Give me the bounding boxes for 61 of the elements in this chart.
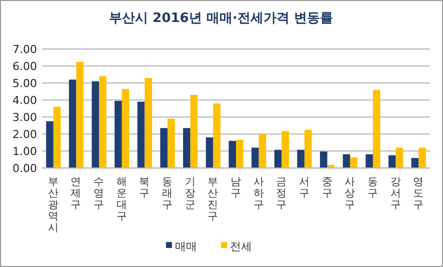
bar [76, 62, 84, 168]
bar [320, 152, 328, 168]
bar [228, 140, 236, 168]
x-tick-label: 사상구 [344, 176, 356, 211]
bar [418, 148, 426, 168]
legend-label: 매매 [175, 240, 197, 253]
x-tick-label: 사하구 [253, 176, 264, 211]
bar [144, 78, 152, 168]
x-tick-label: 강서구 [390, 176, 402, 211]
bar [213, 103, 220, 168]
x-tick-label: 영도구 [413, 176, 424, 211]
bar [114, 100, 122, 168]
bar [92, 81, 100, 168]
x-tick-label: 기장군 [184, 176, 196, 211]
bar [46, 121, 54, 168]
x-tick-label: 수영구 [94, 176, 105, 211]
bar [252, 148, 259, 168]
bar [137, 102, 145, 168]
bar [99, 76, 106, 168]
x-tick-label: 동구 [367, 176, 378, 200]
x-tick-label: 부산광역시 [48, 176, 59, 234]
y-tick-label: 0.00 [12, 162, 37, 175]
bar [411, 158, 419, 168]
x-tick-label: 북구 [139, 176, 150, 200]
bar [366, 154, 373, 168]
bar [282, 131, 289, 168]
bar [388, 155, 396, 168]
bar [183, 128, 190, 168]
y-tick-label: 3.00 [12, 111, 37, 124]
bar [168, 118, 175, 168]
bar [236, 140, 244, 168]
bar [258, 134, 266, 168]
x-tick-label: 연제구 [70, 176, 82, 211]
chart-title: 부산시 2016년 매매·전세가격 변동률 [109, 11, 333, 26]
bar [304, 130, 312, 168]
bar [297, 150, 304, 168]
y-tick-label: 4.00 [12, 94, 37, 107]
y-tick-label: 6.00 [12, 60, 37, 73]
bar [350, 157, 358, 168]
x-tick-label: 중구 [322, 176, 333, 200]
x-tick-label: 동래구 [162, 176, 174, 211]
y-tick-label: 5.00 [12, 77, 37, 90]
y-tick-label: 2.00 [12, 128, 37, 141]
x-tick-label: 남구 [230, 176, 242, 200]
bar [206, 137, 214, 168]
x-tick-label: 서구 [298, 176, 310, 200]
y-tick-label: 7.00 [12, 43, 37, 56]
bar [190, 94, 198, 168]
bar [274, 150, 282, 168]
x-tick-label: 부산진구 [208, 176, 219, 222]
bar [396, 148, 404, 168]
legend-label: 전세 [230, 240, 252, 253]
bar [68, 80, 76, 168]
x-tick-label: 해운대구 [116, 176, 128, 222]
bar [372, 90, 380, 168]
bar [53, 106, 61, 168]
x-tick-label: 금정구 [276, 176, 288, 211]
bar [160, 128, 168, 168]
y-tick-label: 1.00 [12, 145, 37, 158]
bar [122, 88, 130, 168]
bar [342, 154, 350, 168]
